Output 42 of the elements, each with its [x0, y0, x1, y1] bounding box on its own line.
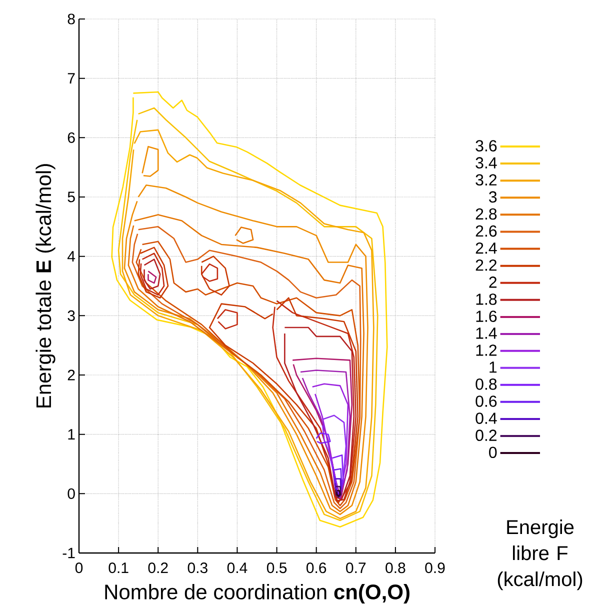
legend-label: 0.8 [476, 378, 497, 390]
legend-label: 2 [489, 276, 497, 288]
legend-label: 2.6 [476, 225, 497, 237]
x-tick-label: 0.4 [227, 562, 248, 574]
legend-label: 3.6 [476, 140, 497, 152]
y-tick-label: 8 [68, 14, 75, 24]
y-tick-label: 2 [68, 370, 75, 380]
y-tick-label: 1 [68, 429, 75, 440]
y-tick-label: -1 [62, 548, 75, 558]
legend-label: 0.6 [476, 396, 497, 407]
legend-label: 1.8 [476, 294, 497, 305]
x-tick-label: 0.8 [386, 562, 406, 574]
y-tick-label: 6 [68, 132, 75, 143]
x-tick-label: 0 [75, 562, 83, 574]
legend-label: 3.2 [476, 174, 497, 186]
legend-label: 1.4 [476, 328, 497, 339]
x-tick-label: 0.7 [346, 562, 366, 574]
legend-label: 3 [489, 191, 497, 203]
legend-title: Energie libre F (kcal/mol) [498, 520, 582, 590]
legend-label: 0 [489, 446, 497, 458]
x-tick-label: 0.5 [266, 562, 287, 574]
x-axis-title: Nombre de coordination cn(O,O) [105, 584, 410, 604]
legend-label: 2.8 [476, 208, 497, 220]
legend-label: 2.4 [476, 242, 497, 254]
legend-label: 0.4 [476, 412, 497, 424]
x-tick-label: 0.1 [108, 562, 128, 574]
x-tick-label: 0.6 [306, 562, 326, 574]
x-tick-label: 0.9 [425, 562, 445, 574]
x-tick-label: 0.2 [148, 562, 168, 574]
legend-label: 1.2 [476, 344, 497, 356]
y-tick-label: 5 [68, 192, 75, 202]
y-tick-label: 3 [68, 310, 75, 321]
legend-label: 2.2 [476, 259, 497, 271]
legend-label: 1 [490, 362, 497, 373]
y-tick-label: 0 [68, 488, 75, 499]
legend-label: 0.2 [476, 430, 497, 441]
y-tick-label: 7 [68, 73, 75, 84]
y-axis-title: Energie totale E (kcal/mol) [36, 164, 56, 408]
x-tick-label: 0.3 [188, 562, 208, 574]
y-tick-label: 4 [67, 251, 76, 262]
legend-label: 1.6 [476, 310, 497, 322]
legend-label: 3.4 [476, 157, 497, 169]
